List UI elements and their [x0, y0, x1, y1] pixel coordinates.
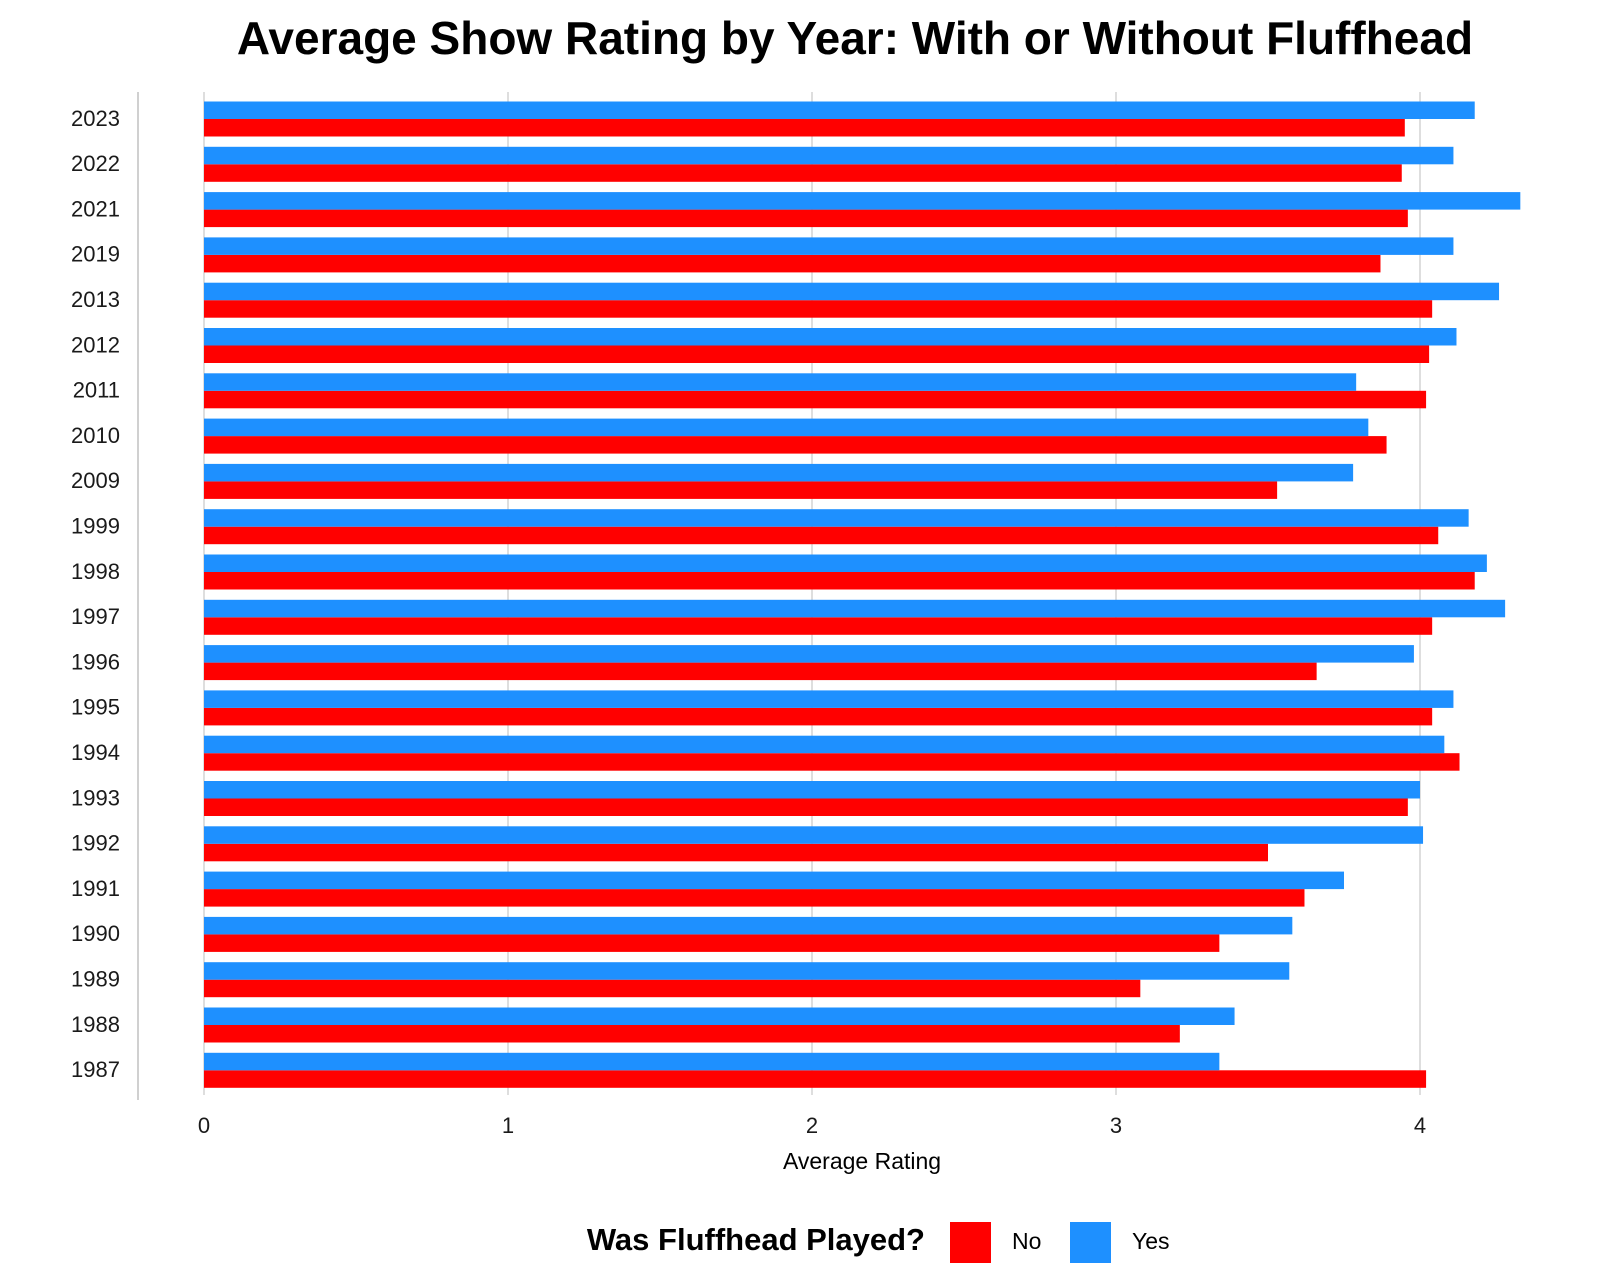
- bar: [204, 889, 1305, 907]
- bar: [204, 1007, 1235, 1025]
- y-tick-label: 1995: [71, 695, 120, 720]
- legend-label: Yes: [1132, 1228, 1170, 1254]
- y-tick-label: 2009: [71, 468, 120, 493]
- bar: [204, 934, 1220, 952]
- bar: [204, 798, 1408, 816]
- x-axis-label: Average Rating: [783, 1148, 941, 1174]
- x-tick-label: 1: [502, 1113, 514, 1138]
- bar: [204, 781, 1420, 799]
- y-tick-label: 1991: [71, 876, 120, 901]
- y-tick-label: 1996: [71, 649, 120, 674]
- bar: [204, 418, 1369, 437]
- bar: [204, 572, 1475, 590]
- y-tick-label: 1993: [71, 785, 120, 810]
- y-tick-label: 1992: [71, 831, 120, 856]
- bar: [204, 436, 1387, 454]
- bar: [204, 509, 1469, 527]
- bar: [204, 554, 1487, 572]
- legend-swatch: [1070, 1222, 1111, 1263]
- bar: [204, 662, 1317, 681]
- bar: [204, 617, 1433, 635]
- y-tick-label: 2021: [71, 196, 120, 221]
- bar: [204, 599, 1506, 618]
- x-tick-label: 3: [1110, 1113, 1122, 1138]
- chart-title: Average Show Rating by Year: With or Wit…: [237, 12, 1473, 64]
- bar: [204, 119, 1405, 137]
- legend-label: No: [1012, 1228, 1041, 1254]
- bar: [204, 237, 1454, 255]
- x-tick-label: 0: [198, 1113, 210, 1138]
- bar: [204, 300, 1433, 318]
- x-tick-label: 4: [1414, 1113, 1426, 1138]
- bar: [204, 916, 1293, 935]
- y-tick-label: 2010: [71, 423, 120, 448]
- bar: [204, 526, 1439, 545]
- bar: [204, 192, 1521, 210]
- x-tick-label: 2: [806, 1113, 818, 1138]
- bar: [204, 979, 1141, 998]
- y-tick-label: 1990: [71, 921, 120, 946]
- bar: [204, 690, 1454, 708]
- y-tick-label: 1998: [71, 559, 120, 584]
- bar: [204, 101, 1475, 119]
- bar: [204, 871, 1344, 890]
- bar: [204, 826, 1424, 844]
- bar: [204, 146, 1454, 165]
- bar: [204, 843, 1268, 862]
- bar: [204, 645, 1414, 663]
- bar: [204, 1070, 1427, 1088]
- legend-title: Was Fluffhead Played?: [587, 1222, 925, 1257]
- y-tick-label: 2019: [71, 242, 120, 267]
- y-tick-label: 2022: [71, 151, 120, 176]
- bar: [204, 735, 1445, 754]
- y-tick-label: 2011: [73, 378, 120, 403]
- y-tick-label: 1999: [71, 514, 120, 539]
- y-tick-label: 2013: [71, 287, 120, 312]
- bar: [204, 373, 1357, 391]
- y-tick-label: 1987: [71, 1057, 120, 1082]
- y-tick-label: 1989: [71, 967, 120, 992]
- bar: [204, 481, 1278, 499]
- bar: [204, 390, 1427, 409]
- bar: [204, 962, 1290, 980]
- y-tick-label: 2012: [71, 332, 120, 357]
- bar: [204, 345, 1430, 363]
- bar: [204, 753, 1460, 771]
- y-tick-label: 1997: [71, 604, 120, 629]
- legend-swatch: [950, 1222, 991, 1263]
- y-tick-label: 2023: [71, 106, 120, 131]
- bar: [204, 328, 1457, 346]
- legend: Was Fluffhead Played? No Yes: [587, 1222, 1170, 1263]
- bar: [204, 282, 1500, 301]
- bar: [204, 1025, 1180, 1043]
- bar: [204, 707, 1433, 726]
- bar: [204, 1052, 1220, 1071]
- bar: [204, 463, 1354, 482]
- bar: [204, 209, 1408, 228]
- bar: [204, 254, 1381, 273]
- y-tick-label: 1994: [71, 740, 120, 765]
- y-tick-label: 1988: [71, 1012, 120, 1037]
- bar: [204, 164, 1402, 182]
